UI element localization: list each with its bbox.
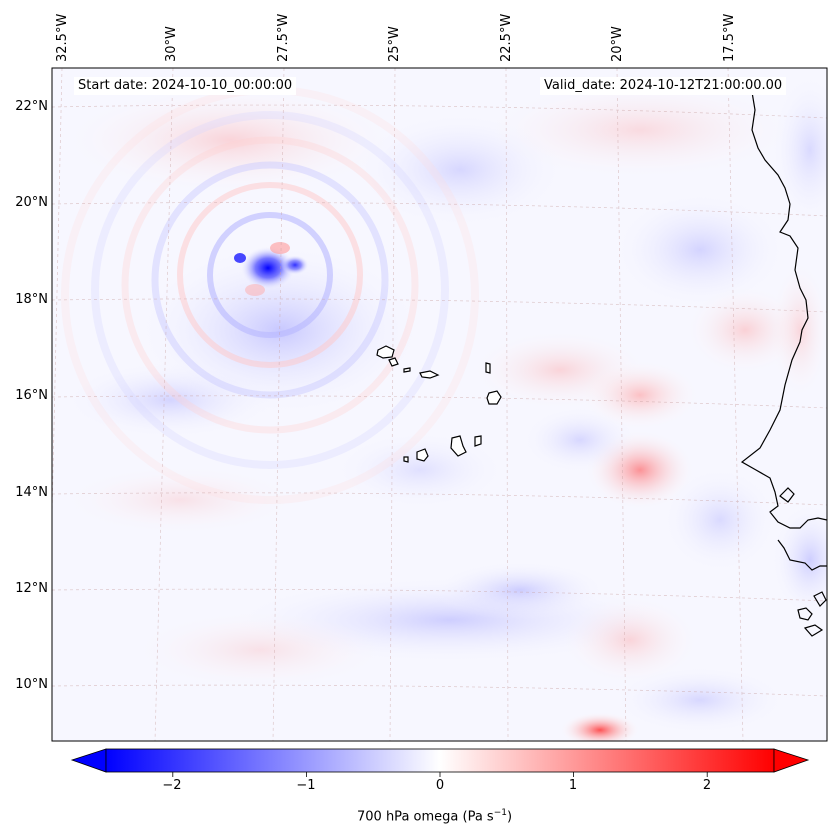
- vortex-core: [240, 246, 296, 290]
- colorbar-title-exponent: −1: [493, 808, 507, 818]
- lon-label-25w: 25°W: [387, 26, 402, 62]
- colorbar-extend-low: [70, 748, 107, 773]
- lat-label-12n: 12°N: [15, 581, 48, 596]
- map-frame: [51, 67, 828, 742]
- lon-label-27-5w: 27.5°W: [276, 13, 291, 62]
- graticule: [52, 68, 827, 741]
- lat-label-10n: 10°N: [15, 677, 48, 692]
- valid-date-label: Valid_date: 2024-10-12T21:00:00.00: [540, 77, 787, 95]
- lon-label-22-5w: 22.5°W: [499, 13, 514, 62]
- lon-label-32-5w: 32.5°W: [55, 13, 70, 62]
- colorbar-tick-label: −1: [296, 778, 316, 793]
- lon-label-30w: 30°W: [164, 26, 179, 62]
- lon-label-17-5w: 17.5°W: [722, 13, 737, 62]
- vortex-rings: [61, 86, 479, 504]
- lat-label-22n: 22°N: [15, 99, 48, 114]
- cape-verde-islands: [376, 345, 502, 463]
- lat-label-18n: 18°N: [15, 292, 48, 307]
- africa-coastline: [740, 91, 827, 637]
- colorbar-extend-high: [773, 748, 810, 773]
- lat-label-14n: 14°N: [15, 485, 48, 500]
- colorbar: [70, 748, 810, 777]
- colorbar-tick-label: −2: [162, 778, 182, 793]
- colorbar-tick-label: 1: [568, 778, 578, 793]
- colorbar-tick-label: 0: [435, 778, 445, 793]
- start-date-label: Start date: 2024-10-10_00:00:00: [74, 77, 297, 95]
- colorbar-title: 700 hPa omega (Pa s−1): [357, 808, 512, 824]
- colorbar-tick-label: 2: [702, 778, 712, 793]
- colorbar-title-main: 700 hPa omega (Pa s: [357, 809, 494, 825]
- lat-label-16n: 16°N: [15, 388, 48, 403]
- lon-label-20w: 20°W: [610, 26, 625, 62]
- colorbar-title-close: ): [506, 809, 513, 825]
- colorbar-gradient: [105, 748, 775, 773]
- lat-label-20n: 20°N: [15, 195, 48, 210]
- omega-field: [52, 68, 827, 741]
